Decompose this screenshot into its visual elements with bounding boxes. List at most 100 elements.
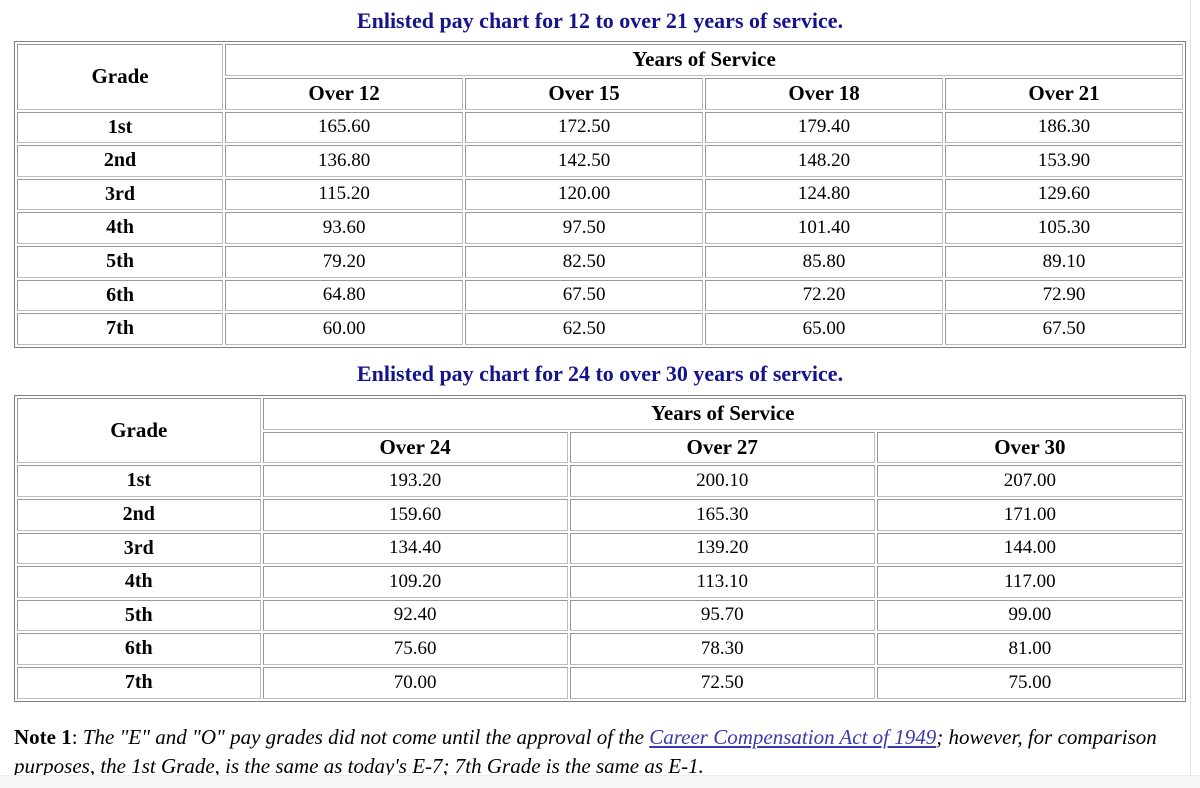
pay-cell: 67.50 <box>465 279 704 312</box>
grade-cell: 2nd <box>17 145 224 177</box>
table-row: 6th 64.80 67.50 72.20 72.90 <box>17 279 1183 312</box>
bottom-strip <box>0 775 1200 788</box>
pay-cell: 136.80 <box>225 145 464 177</box>
pay-cell: 165.30 <box>569 498 875 531</box>
note-1-text-post: ; however, for comparison purposes, the … <box>14 724 1157 778</box>
notes-section: Note 1: The "E" and "O" pay grades did n… <box>14 723 1186 788</box>
grade-cell: 6th <box>17 633 261 665</box>
pay-cell: 95.70 <box>569 599 875 632</box>
pay-cell: 207.00 <box>876 465 1183 497</box>
pay-cell: 79.20 <box>225 245 464 278</box>
pay-cell: 165.60 <box>225 111 464 144</box>
grade-cell: 7th <box>17 313 224 345</box>
pay-cell: 82.50 <box>465 245 704 278</box>
grade-cell: 4th <box>17 566 261 598</box>
table1-col-over-21: Over 21 <box>945 78 1183 110</box>
grade-cell: 7th <box>17 666 261 699</box>
pay-cell: 72.90 <box>945 279 1183 312</box>
pay-cell: 172.50 <box>465 111 704 144</box>
pay-cell: 75.00 <box>876 666 1183 699</box>
pay-cell: 171.00 <box>876 498 1183 531</box>
note-1-text-pre: The "E" and "O" pay grades did not come … <box>82 724 650 749</box>
grade-cell: 6th <box>17 279 224 312</box>
table-row: 7th 70.00 72.50 75.00 <box>17 666 1183 699</box>
pay-cell: 124.80 <box>705 178 944 211</box>
career-compensation-act-link[interactable]: Career Compensation Act of 1949 <box>649 724 937 749</box>
table2-col-over-24: Over 24 <box>262 431 568 464</box>
pay-cell: 78.30 <box>569 633 875 665</box>
grade-cell: 1st <box>17 111 224 144</box>
pay-cell: 101.40 <box>705 212 944 244</box>
page-right-edge <box>1190 0 1191 788</box>
pay-cell: 105.30 <box>945 212 1183 244</box>
table2-title: Enlisted pay chart for 24 to over 30 yea… <box>356 360 844 386</box>
grade-cell: 3rd <box>17 178 224 211</box>
table2-col-over-27: Over 27 <box>569 431 875 464</box>
table1-years-of-service-header: Years of Service <box>225 44 1183 76</box>
pay-table-12-to-21: Grade Years of Service Over 12 Over 15 O… <box>14 41 1186 348</box>
pay-cell: 142.50 <box>465 145 704 177</box>
pay-cell: 134.40 <box>262 532 568 565</box>
table2-grade-header: Grade <box>17 398 261 464</box>
pay-cell: 81.00 <box>876 633 1183 665</box>
table1-grade-header: Grade <box>17 44 224 110</box>
table2-header-row-2: Over 24 Over 27 Over 30 <box>17 431 1183 464</box>
pay-cell: 85.80 <box>705 245 944 278</box>
table-row: 2nd 136.80 142.50 148.20 153.90 <box>17 145 1183 177</box>
pay-cell: 97.50 <box>465 212 704 244</box>
pay-cell: 144.00 <box>876 532 1183 565</box>
table1-col-over-15: Over 15 <box>465 78 704 110</box>
pay-cell: 148.20 <box>705 145 944 177</box>
pay-cell: 200.10 <box>569 465 875 497</box>
table-row: 1st 165.60 172.50 179.40 186.30 <box>17 111 1183 144</box>
pay-cell: 75.60 <box>262 633 568 665</box>
table-row: 3rd 134.40 139.20 144.00 <box>17 532 1183 565</box>
table-row: 4th 109.20 113.10 117.00 <box>17 566 1183 598</box>
pay-cell: 67.50 <box>945 313 1183 345</box>
table1-header-row-2: Over 12 Over 15 Over 18 Over 21 <box>17 78 1183 110</box>
pay-cell: 113.10 <box>569 566 875 598</box>
table2-years-of-service-header: Years of Service <box>262 398 1183 430</box>
pay-cell: 64.80 <box>225 279 464 312</box>
table1-col-over-18: Over 18 <box>705 78 944 110</box>
pay-cell: 60.00 <box>225 313 464 345</box>
grade-cell: 3rd <box>17 532 261 565</box>
table-row: 5th 92.40 95.70 99.00 <box>17 599 1183 632</box>
pay-cell: 72.50 <box>569 666 875 699</box>
note-1-colon: : <box>71 724 83 749</box>
note-1-label: Note 1 <box>14 724 72 749</box>
table-row: 2nd 159.60 165.30 171.00 <box>17 498 1183 531</box>
table-row: 4th 93.60 97.50 101.40 105.30 <box>17 212 1183 244</box>
pay-cell: 92.40 <box>262 599 568 632</box>
pay-cell: 193.20 <box>262 465 568 497</box>
pay-cell: 70.00 <box>262 666 568 699</box>
pay-cell: 186.30 <box>945 111 1183 144</box>
pay-cell: 62.50 <box>465 313 704 345</box>
table-row: 1st 193.20 200.10 207.00 <box>17 465 1183 497</box>
grade-cell: 1st <box>17 465 261 497</box>
pay-cell: 93.60 <box>225 212 464 244</box>
pay-cell: 89.10 <box>945 245 1183 278</box>
pay-cell: 179.40 <box>705 111 944 144</box>
table1-col-over-12: Over 12 <box>225 78 464 110</box>
table-row: 7th 60.00 62.50 65.00 67.50 <box>17 313 1183 345</box>
pay-cell: 129.60 <box>945 178 1183 211</box>
grade-cell: 5th <box>17 599 261 632</box>
pay-cell: 109.20 <box>262 566 568 598</box>
pay-cell: 99.00 <box>876 599 1183 632</box>
table-row: 5th 79.20 82.50 85.80 89.10 <box>17 245 1183 278</box>
pay-cell: 120.00 <box>465 178 704 211</box>
table1-header-row-1: Grade Years of Service <box>17 44 1183 110</box>
note-1: Note 1: The "E" and "O" pay grades did n… <box>14 723 1186 782</box>
table1-title: Enlisted pay chart for 12 to over 21 yea… <box>356 8 844 33</box>
grade-cell: 2nd <box>17 498 261 531</box>
pay-cell: 72.20 <box>705 279 944 312</box>
grade-cell: 5th <box>17 245 224 278</box>
pay-cell: 139.20 <box>569 532 875 565</box>
pay-cell: 159.60 <box>262 498 568 531</box>
pay-cell: 117.00 <box>876 566 1183 598</box>
pay-cell: 115.20 <box>225 178 464 211</box>
pay-table-24-to-30: Grade Years of Service Over 24 Over 27 O… <box>14 395 1186 702</box>
table2-col-over-30: Over 30 <box>876 431 1183 464</box>
table2-header-row-1: Grade Years of Service <box>17 398 1183 464</box>
